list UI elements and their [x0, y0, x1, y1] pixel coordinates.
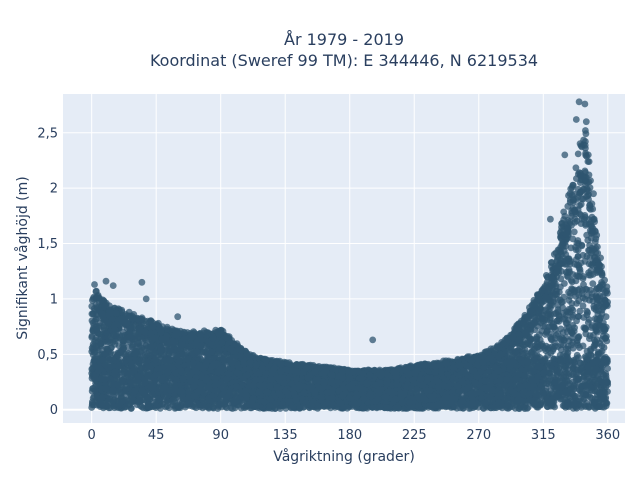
data-point: [574, 237, 582, 244]
data-point: [586, 332, 594, 340]
data-point: [109, 338, 117, 346]
data-point: [591, 238, 599, 246]
data-point: [547, 335, 555, 343]
data-point: [556, 296, 564, 304]
data-point: [125, 349, 133, 357]
data-point: [579, 342, 587, 350]
data-point: [592, 292, 600, 300]
data-point: [552, 309, 560, 317]
data-point: [100, 327, 108, 335]
data-point: [571, 215, 579, 223]
data-point: [598, 342, 606, 350]
data-point: [143, 350, 151, 358]
data-point: [562, 311, 570, 319]
data-point: [568, 300, 576, 307]
data-point: [542, 306, 549, 314]
data-point: [576, 307, 584, 315]
data-point: [564, 202, 572, 210]
data-point: [596, 315, 603, 323]
data-point: [594, 350, 602, 358]
data-point: [138, 347, 145, 355]
data-point: [568, 329, 576, 336]
data-point: [543, 328, 551, 335]
data-point: [553, 317, 561, 325]
data-point: [551, 342, 559, 350]
data-point: [579, 302, 587, 310]
data-point: [568, 278, 576, 286]
data-point: [574, 334, 582, 342]
data-point: [157, 343, 165, 351]
data-point: [569, 311, 577, 319]
data-point: [559, 304, 566, 312]
data-point: [569, 235, 577, 243]
data-point: [598, 336, 606, 343]
data-point: [570, 228, 578, 236]
data-point: [571, 286, 578, 294]
data-point: [576, 268, 584, 276]
data-point: [558, 334, 566, 342]
data-point: [133, 340, 141, 348]
data-point: [539, 322, 547, 330]
data-point: [572, 246, 580, 254]
data-point: [104, 338, 112, 346]
data-point: [582, 325, 589, 333]
chart-title-line2: Koordinat (Sweref 99 TM): E 344446, N 62…: [150, 51, 538, 70]
data-point: [589, 280, 597, 287]
data-point: [127, 332, 134, 340]
data-point: [574, 253, 582, 260]
data-point: [527, 335, 534, 342]
data-point: [92, 343, 100, 351]
data-point: [582, 221, 589, 229]
data-point: [535, 331, 543, 339]
data-point: [568, 341, 575, 349]
data-point: [557, 325, 565, 333]
data-point: [98, 334, 105, 341]
data-point: [547, 349, 555, 357]
data-point: [581, 257, 589, 265]
data-point: [577, 200, 585, 208]
data-point: [118, 336, 126, 344]
chart-title-line1: År 1979 - 2019: [284, 30, 404, 49]
data-point: [147, 343, 155, 351]
data-point: [89, 326, 97, 334]
data-point: [557, 346, 565, 353]
data-point: [557, 275, 565, 283]
data-points: [88, 98, 612, 412]
data-point: [584, 236, 592, 244]
data-point: [534, 343, 542, 351]
data-point: [577, 211, 585, 219]
data-point: [579, 287, 586, 294]
data-point: [585, 271, 593, 279]
data-point: [193, 348, 201, 356]
data-point: [564, 273, 572, 281]
data-point: [542, 347, 549, 354]
data-point: [547, 316, 554, 324]
data-point: [130, 346, 138, 353]
data-point: [182, 349, 190, 357]
data-point: [506, 346, 513, 354]
data-point: [151, 349, 159, 357]
data-point: [584, 319, 592, 326]
data-point: [563, 260, 570, 268]
data-point: [561, 280, 568, 287]
data-point: [587, 261, 595, 268]
